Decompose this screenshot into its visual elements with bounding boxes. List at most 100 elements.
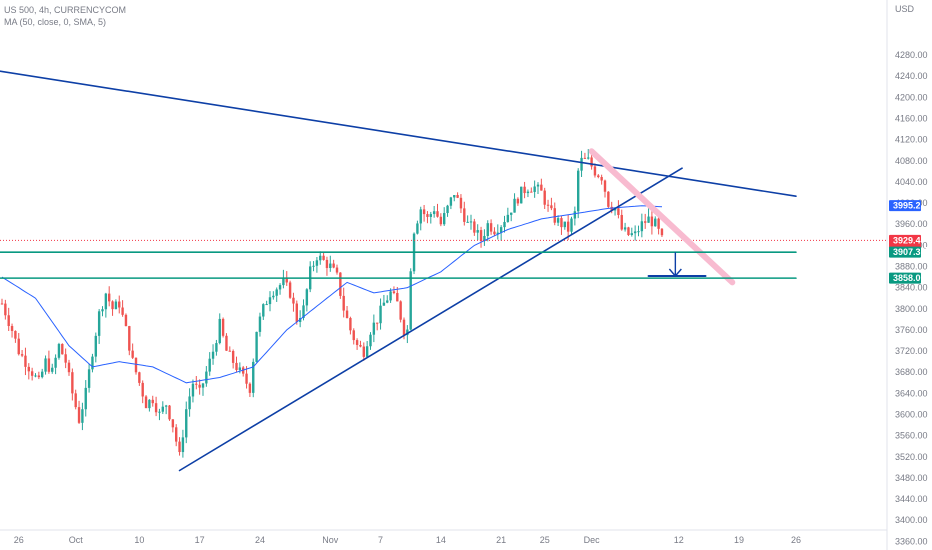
candle-body (486, 223, 489, 236)
price-tick-label: 3800.00 (895, 304, 928, 314)
candle-body (231, 351, 235, 363)
candle-body (526, 191, 530, 194)
candle-body (151, 399, 154, 404)
candle-body (443, 213, 446, 225)
candle-body (422, 209, 426, 215)
time-tick-label: 24 (255, 535, 265, 545)
candle-body (158, 411, 161, 413)
price-tick-label: 3360.00 (895, 536, 928, 546)
candle-body (349, 318, 352, 331)
candle-body (389, 291, 392, 301)
candle-body (556, 218, 560, 223)
candle-body (221, 318, 225, 336)
candle-body (439, 216, 443, 225)
candle-body (319, 255, 322, 261)
candle-body (429, 214, 432, 217)
price-tick-label: 4120.00 (895, 135, 928, 145)
candle-body (345, 310, 349, 319)
candle-body (359, 344, 362, 347)
candle-body (124, 314, 128, 327)
candle-body (325, 259, 329, 269)
candle-body (536, 184, 540, 187)
candle-body (178, 441, 181, 453)
candle-body (87, 369, 91, 388)
candle-body (34, 375, 37, 377)
candle-body (566, 221, 570, 232)
price-tick-label: 4160.00 (895, 114, 928, 124)
candle-body (148, 399, 151, 409)
price-tick-label: 3680.00 (895, 367, 928, 377)
time-tick-label: 14 (436, 535, 446, 545)
price-tick-label: 3480.00 (895, 473, 928, 483)
candle-body (288, 282, 292, 298)
candle-body (191, 383, 195, 397)
candle-body (523, 186, 526, 194)
candle-body (530, 191, 533, 193)
candle-body (463, 208, 466, 222)
candle-body (57, 343, 61, 358)
candle-body (352, 330, 355, 341)
candle-body (342, 295, 345, 311)
candle-body (235, 362, 238, 371)
candle-body (570, 218, 573, 232)
price-tag (889, 200, 921, 212)
candle-body (225, 335, 228, 351)
candle-body (506, 214, 510, 222)
price-tick-label: 3600.00 (895, 409, 928, 419)
candle-body (396, 292, 399, 302)
candle-body (503, 221, 506, 228)
candle-body (315, 260, 319, 266)
candle-body (449, 197, 453, 206)
candle-body (386, 300, 389, 303)
currency-label: USD (895, 4, 915, 14)
candle-body (553, 208, 556, 223)
candle-body (600, 177, 603, 181)
candle-body (419, 209, 422, 224)
candle-body (74, 393, 77, 408)
candle-body (597, 175, 600, 178)
candle-body (573, 211, 577, 219)
time-tick-label: Dec (584, 535, 601, 545)
candle-body (238, 367, 242, 371)
candle-body (71, 372, 74, 394)
price-tick-label: 3760.00 (895, 325, 928, 335)
candle-body (580, 157, 583, 171)
candle-body (459, 197, 463, 209)
candle-body (245, 373, 248, 384)
candle-body (533, 186, 536, 192)
candle-body (499, 227, 503, 233)
candle-body (121, 307, 124, 315)
candle-body (268, 297, 272, 305)
candle-body (101, 309, 104, 312)
candle-body (61, 343, 64, 355)
candle-body (64, 354, 67, 363)
time-tick-label: 26 (791, 535, 801, 545)
candle-body (215, 343, 218, 352)
candle-body (610, 206, 613, 211)
candle-body (376, 322, 379, 324)
candle-body (446, 205, 449, 214)
candle-body (399, 301, 402, 320)
candle-body (17, 338, 20, 355)
candle-body (248, 383, 252, 393)
legend: US 500, 4h, CURRENCYCOM MA (50, close, 0… (4, 4, 126, 28)
candle-body (118, 301, 121, 308)
ma-50-line (1, 205, 663, 384)
ma-legend: MA (50, close, 0, SMA, 5) (4, 17, 107, 27)
candle-body (305, 289, 309, 306)
candle-body (91, 356, 94, 370)
candle-body (335, 267, 339, 273)
candle-body (10, 326, 14, 331)
price-tag-label: 3858.0 (893, 273, 921, 283)
time-tick-label: 7 (378, 535, 383, 545)
candle-body (640, 221, 644, 232)
candle-body (265, 304, 268, 306)
candle-body (141, 382, 144, 397)
candle-body (379, 305, 382, 324)
price-tick-label: 3880.00 (895, 262, 928, 272)
candle-body (593, 166, 597, 176)
candle-body (623, 227, 627, 230)
price-tick-label: 4200.00 (895, 92, 928, 102)
